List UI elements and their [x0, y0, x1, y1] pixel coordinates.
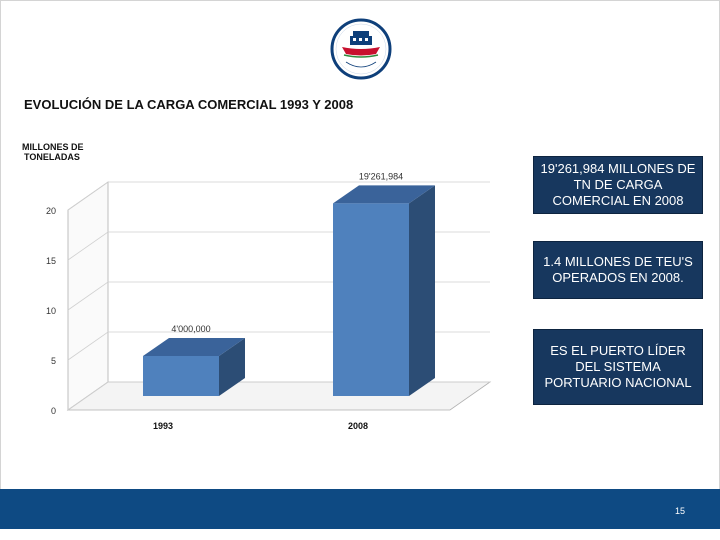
slide-heading: EVOLUCIÓN DE LA CARGA COMERCIAL 1993 Y 2… — [24, 97, 354, 112]
bar — [143, 356, 219, 396]
chart-floor — [66, 381, 492, 411]
bar-top — [143, 338, 245, 356]
info-box-leader-text: ES EL PUERTO LÍDER DEL SISTEMA PORTUARIO… — [544, 343, 692, 390]
gridline — [67, 181, 490, 211]
y-tick-label: 20 — [46, 206, 56, 216]
info-box-leader: ES EL PUERTO LÍDER DEL SISTEMA PORTUARIO… — [533, 329, 703, 405]
bar — [333, 203, 409, 396]
info-box-cargo-text: 19'261,984 MILLONES DE TN DE CARGA COMER… — [540, 161, 696, 208]
y-tick-label: 15 — [46, 256, 56, 266]
info-box-teus-text: 1.4 MILLONES DE TEU'S OPERADOS EN 2008. — [543, 254, 693, 285]
x-tick-label: 1993 — [153, 421, 173, 431]
bar-side — [219, 338, 245, 396]
footer-bottom-strip — [0, 529, 720, 540]
bar-side — [409, 185, 435, 396]
y-tick-label: 0 — [51, 406, 56, 416]
port-logo — [330, 18, 392, 80]
y-tick-label: 10 — [46, 306, 56, 316]
info-box-teus: 1.4 MILLONES DE TEU'S OPERADOS EN 2008. — [533, 241, 703, 299]
bar-top — [333, 185, 435, 204]
x-tick-label: 2008 — [348, 421, 368, 431]
y-axis-title-line1: MILLONES DE — [22, 142, 84, 152]
info-box-cargo: 19'261,984 MILLONES DE TN DE CARGA COMER… — [533, 156, 703, 214]
footer-bar — [0, 489, 720, 529]
page-number: 15 — [674, 506, 685, 516]
y-tick-label: 5 — [51, 356, 56, 366]
y-axis-title-line2: TONELADAS — [24, 152, 80, 162]
data-label: 19'261,984 — [359, 171, 403, 181]
data-label: 4'000,000 — [171, 324, 210, 334]
